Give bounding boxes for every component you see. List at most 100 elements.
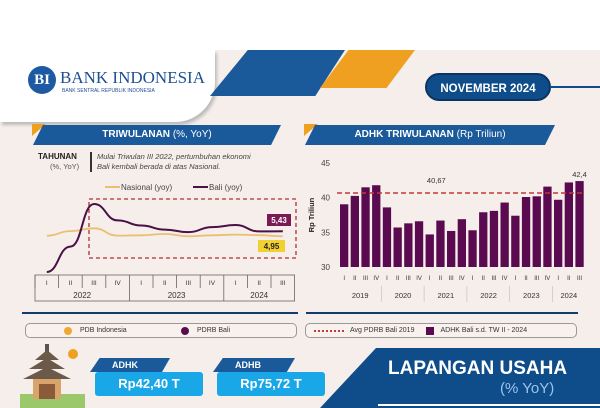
blue-stripe [210, 50, 345, 96]
quarter-label: I [472, 276, 474, 282]
adhb-value: Rp75,72 T [217, 372, 325, 396]
logo-name: BANK INDONESIA [60, 68, 205, 87]
bar [340, 204, 349, 267]
bar [425, 234, 434, 267]
y-tick-label: 45 [321, 159, 330, 168]
bar [372, 185, 381, 267]
right-legend: Avg PDRB Bali 2019 ADHK Bali s.d. TW II … [305, 323, 577, 338]
logo-subtitle: BANK SENTRAL REPUBLIK INDONESIA [62, 88, 155, 94]
title-bold: TRIWULANAN [102, 129, 171, 140]
quarter-label: II [524, 276, 528, 282]
bar [404, 223, 413, 267]
adhk-tag: ADHK [90, 358, 170, 372]
bar [436, 220, 445, 267]
bar [350, 195, 359, 267]
right-panel-title: ADHK TRIWULANAN (Rp Triliun) [305, 125, 555, 145]
bar [457, 219, 466, 267]
legend-bali: Bali (yoy) [209, 183, 243, 192]
avg-reference-label: 40,67 [427, 176, 446, 185]
line-chart: Nasional (yoy) Bali (yoy)5,434,95I II III IV… [34, 183, 297, 302]
y-tick-label: 35 [321, 228, 330, 237]
bar [500, 202, 509, 267]
quarter-label: II [257, 280, 261, 287]
bar [447, 230, 456, 267]
bar [382, 207, 392, 267]
bar [554, 199, 563, 267]
year-label: 2019 [352, 291, 369, 300]
bar [575, 181, 584, 267]
side-unit: (%, YoY) [50, 162, 80, 171]
title-bold: ADHK TRIWULANAN [354, 129, 454, 140]
legend-label: PDB Indonesia [80, 327, 127, 334]
title-light: (%, YoY) [172, 129, 212, 140]
bar [468, 230, 477, 267]
bar [543, 186, 552, 267]
quarter-label: IV [545, 276, 551, 282]
divider-line [306, 312, 578, 314]
quarter-label: III [186, 280, 192, 287]
quarter-label: III [577, 276, 582, 282]
quarter-label: III [449, 276, 454, 282]
quarter-label: IV [115, 280, 122, 287]
bar [532, 196, 541, 267]
quarter-label: I [343, 276, 345, 282]
bar [489, 210, 499, 267]
bar-swatch [426, 326, 435, 335]
quarter-label: III [491, 276, 496, 282]
avg-line-swatch [314, 329, 344, 332]
adhb-tag: ADHB [213, 358, 295, 372]
bar [479, 212, 488, 267]
year-label: 2022 [73, 291, 91, 300]
y-tick-label: 30 [321, 263, 330, 272]
quarter-label: I [429, 276, 431, 282]
quarter-label: III [91, 280, 97, 287]
quarter-label: IV [209, 280, 216, 287]
year-label: 2024 [250, 291, 268, 300]
note-line-1: Mulai Triwulan III 2022, pertumbuhan eko… [97, 152, 251, 161]
quarter-label: IV [502, 276, 508, 282]
quarter-label: II [439, 276, 443, 282]
title-light: (Rp Triliun) [456, 129, 506, 140]
quarter-label: II [69, 280, 73, 287]
legend-label: Avg PDRB Bali 2019 [350, 327, 415, 334]
year-label: 2023 [168, 291, 186, 300]
divider [90, 152, 92, 172]
date-line [550, 86, 600, 88]
side-label: TAHUNAN [38, 152, 77, 161]
quarter-label: II [482, 276, 486, 282]
last-bar-label: 42,4 [572, 170, 587, 179]
nasional-line [46, 227, 283, 238]
top-margin [0, 0, 600, 50]
bali-line [46, 203, 283, 273]
year-label: 2021 [437, 291, 454, 300]
left-panel-title: TRIWULANAN (%, YoY) [33, 125, 281, 145]
quarter-label: I [235, 280, 237, 287]
bar [564, 182, 573, 267]
quarter-label: I [46, 280, 48, 287]
y-axis-label: Rp Triliun [307, 197, 316, 232]
quarter-label: II [567, 276, 571, 282]
quarter-label: III [406, 276, 411, 282]
bar [511, 215, 520, 267]
bali-last-label-bg [267, 214, 291, 226]
bar [393, 227, 402, 267]
quarter-label: IV [459, 276, 465, 282]
quarter-label: I [140, 280, 142, 287]
quarter-label: I [386, 276, 388, 282]
quarter-label: III [534, 276, 539, 282]
y-tick-label: 40 [321, 194, 330, 203]
pdb-indonesia-dot [64, 326, 72, 335]
note-line-2: Bali kembali berada di atas Nasional. [97, 162, 221, 171]
legend-nasional: Nasional (yoy) [121, 183, 172, 192]
section-line [378, 404, 600, 406]
quarter-label: IV [373, 276, 379, 282]
quarter-label: IV [416, 276, 422, 282]
quarter-label: I [557, 276, 559, 282]
adhk-value: Rp42,40 T [95, 372, 203, 396]
bali-last-label: 5,43 [271, 216, 287, 225]
section-title: LAPANGAN USAHA [388, 358, 568, 379]
bank-indonesia-logo: BI [28, 66, 56, 94]
year-label: 2024 [561, 291, 578, 300]
nasional-last-label: 4,95 [264, 242, 280, 251]
bar [414, 221, 424, 267]
